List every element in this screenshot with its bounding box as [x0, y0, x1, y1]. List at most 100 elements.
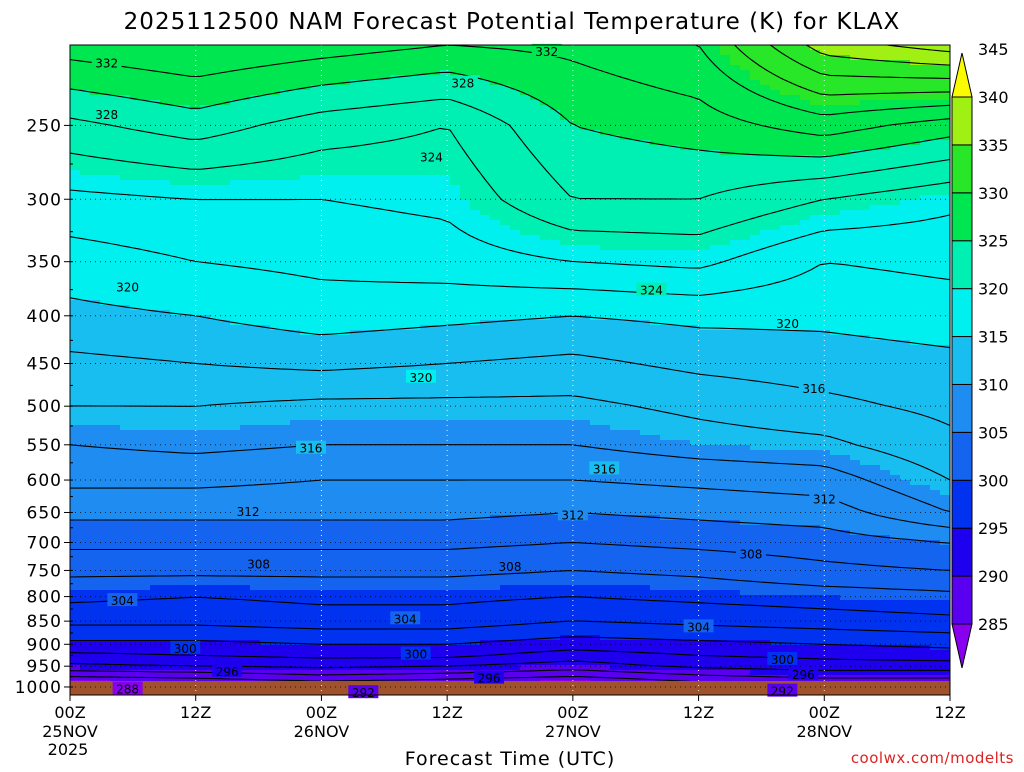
- fill-cell: [870, 310, 881, 316]
- fill-cell: [70, 255, 81, 261]
- fill-cell: [260, 315, 271, 321]
- fill-cell: [180, 45, 191, 51]
- fill-cell: [800, 220, 811, 226]
- fill-cell: [370, 315, 381, 321]
- fill-cell: [670, 295, 681, 301]
- fill-cell: [360, 180, 371, 186]
- fill-cell: [360, 85, 371, 91]
- fill-cell: [820, 290, 831, 296]
- fill-cell: [400, 205, 411, 211]
- fill-cell: [720, 205, 731, 211]
- fill-cell: [670, 80, 681, 86]
- fill-cell: [360, 305, 371, 311]
- fill-cell: [560, 220, 571, 226]
- fill-cell: [500, 235, 511, 241]
- fill-cell: [450, 305, 461, 311]
- fill-cell: [560, 80, 571, 86]
- fill-cell: [100, 310, 111, 316]
- fill-cell: [340, 130, 351, 136]
- fill-cell: [380, 135, 391, 141]
- fill-cell: [890, 155, 901, 161]
- fill-cell: [660, 55, 671, 61]
- fill-cell: [620, 315, 631, 321]
- fill-cell: [640, 305, 651, 311]
- fill-cell: [780, 120, 791, 126]
- fill-cell: [340, 320, 351, 326]
- fill-cell: [870, 255, 881, 261]
- fill-cell: [760, 285, 771, 291]
- fill-cell: [730, 235, 741, 241]
- fill-cell: [260, 205, 271, 211]
- fill-cell: [360, 185, 371, 191]
- fill-cell: [780, 250, 791, 256]
- fill-cell: [750, 85, 761, 91]
- fill-cell: [210, 125, 221, 131]
- fill-cell: [160, 315, 171, 321]
- fill-cell: [210, 310, 221, 316]
- fill-cell: [130, 230, 141, 236]
- fill-cell: [310, 85, 321, 91]
- fill-cell: [450, 140, 461, 146]
- fill-cell: [740, 285, 751, 291]
- fill-cell: [660, 275, 671, 281]
- fill-cell: [770, 220, 781, 226]
- fill-cell: [260, 265, 271, 271]
- fill-cell: [870, 175, 881, 181]
- fill-cell: [530, 240, 541, 246]
- fill-cell: [430, 135, 441, 141]
- fill-cell: [840, 230, 851, 236]
- fill-cell: [140, 235, 151, 241]
- fill-cell: [770, 85, 781, 91]
- fill-cell: [710, 310, 721, 316]
- fill-cell: [340, 105, 351, 111]
- fill-cell: [700, 295, 711, 301]
- fill-cell: [390, 150, 401, 156]
- fill-cell: [70, 90, 81, 96]
- fill-cell: [760, 90, 771, 96]
- fill-cell: [730, 290, 741, 296]
- fill-cell: [620, 300, 631, 306]
- fill-cell: [460, 200, 471, 206]
- fill-cell: [870, 225, 881, 231]
- fill-cell: [410, 205, 421, 211]
- fill-cell: [200, 165, 211, 171]
- fill-cell: [80, 275, 91, 281]
- fill-cell: [490, 220, 501, 226]
- fill-cell: [580, 220, 591, 226]
- fill-cell: [690, 70, 701, 76]
- fill-cell: [600, 205, 611, 211]
- fill-cell: [590, 320, 601, 326]
- fill-cell: [590, 285, 601, 291]
- fill-cell: [660, 210, 671, 216]
- fill-cell: [80, 125, 91, 131]
- fill-cell: [470, 145, 481, 151]
- fill-cell: [880, 110, 891, 116]
- fill-cell: [900, 170, 911, 176]
- fill-cell: [300, 230, 311, 236]
- fill-cell: [680, 190, 691, 196]
- fill-cell: [160, 175, 171, 181]
- fill-cell: [240, 320, 251, 326]
- fill-cell: [570, 160, 581, 166]
- fill-cell: [830, 160, 841, 166]
- fill-cell: [140, 115, 151, 121]
- fill-cell: [190, 140, 201, 146]
- fill-cell: [830, 285, 841, 291]
- fill-cell: [310, 170, 321, 176]
- fill-cell: [540, 260, 551, 266]
- fill-cell: [220, 255, 231, 261]
- fill-cell: [900, 100, 911, 106]
- fill-cell: [200, 215, 211, 221]
- fill-cell: [790, 225, 801, 231]
- fill-cell: [210, 180, 221, 186]
- fill-cell: [100, 245, 111, 251]
- fill-cell: [630, 140, 641, 146]
- fill-cell: [890, 85, 901, 91]
- fill-cell: [340, 135, 351, 141]
- fill-cell: [320, 160, 331, 166]
- fill-cell: [560, 120, 571, 126]
- fill-cell: [910, 295, 921, 301]
- fill-cell: [760, 165, 771, 171]
- fill-cell: [570, 275, 581, 281]
- fill-cell: [770, 95, 781, 101]
